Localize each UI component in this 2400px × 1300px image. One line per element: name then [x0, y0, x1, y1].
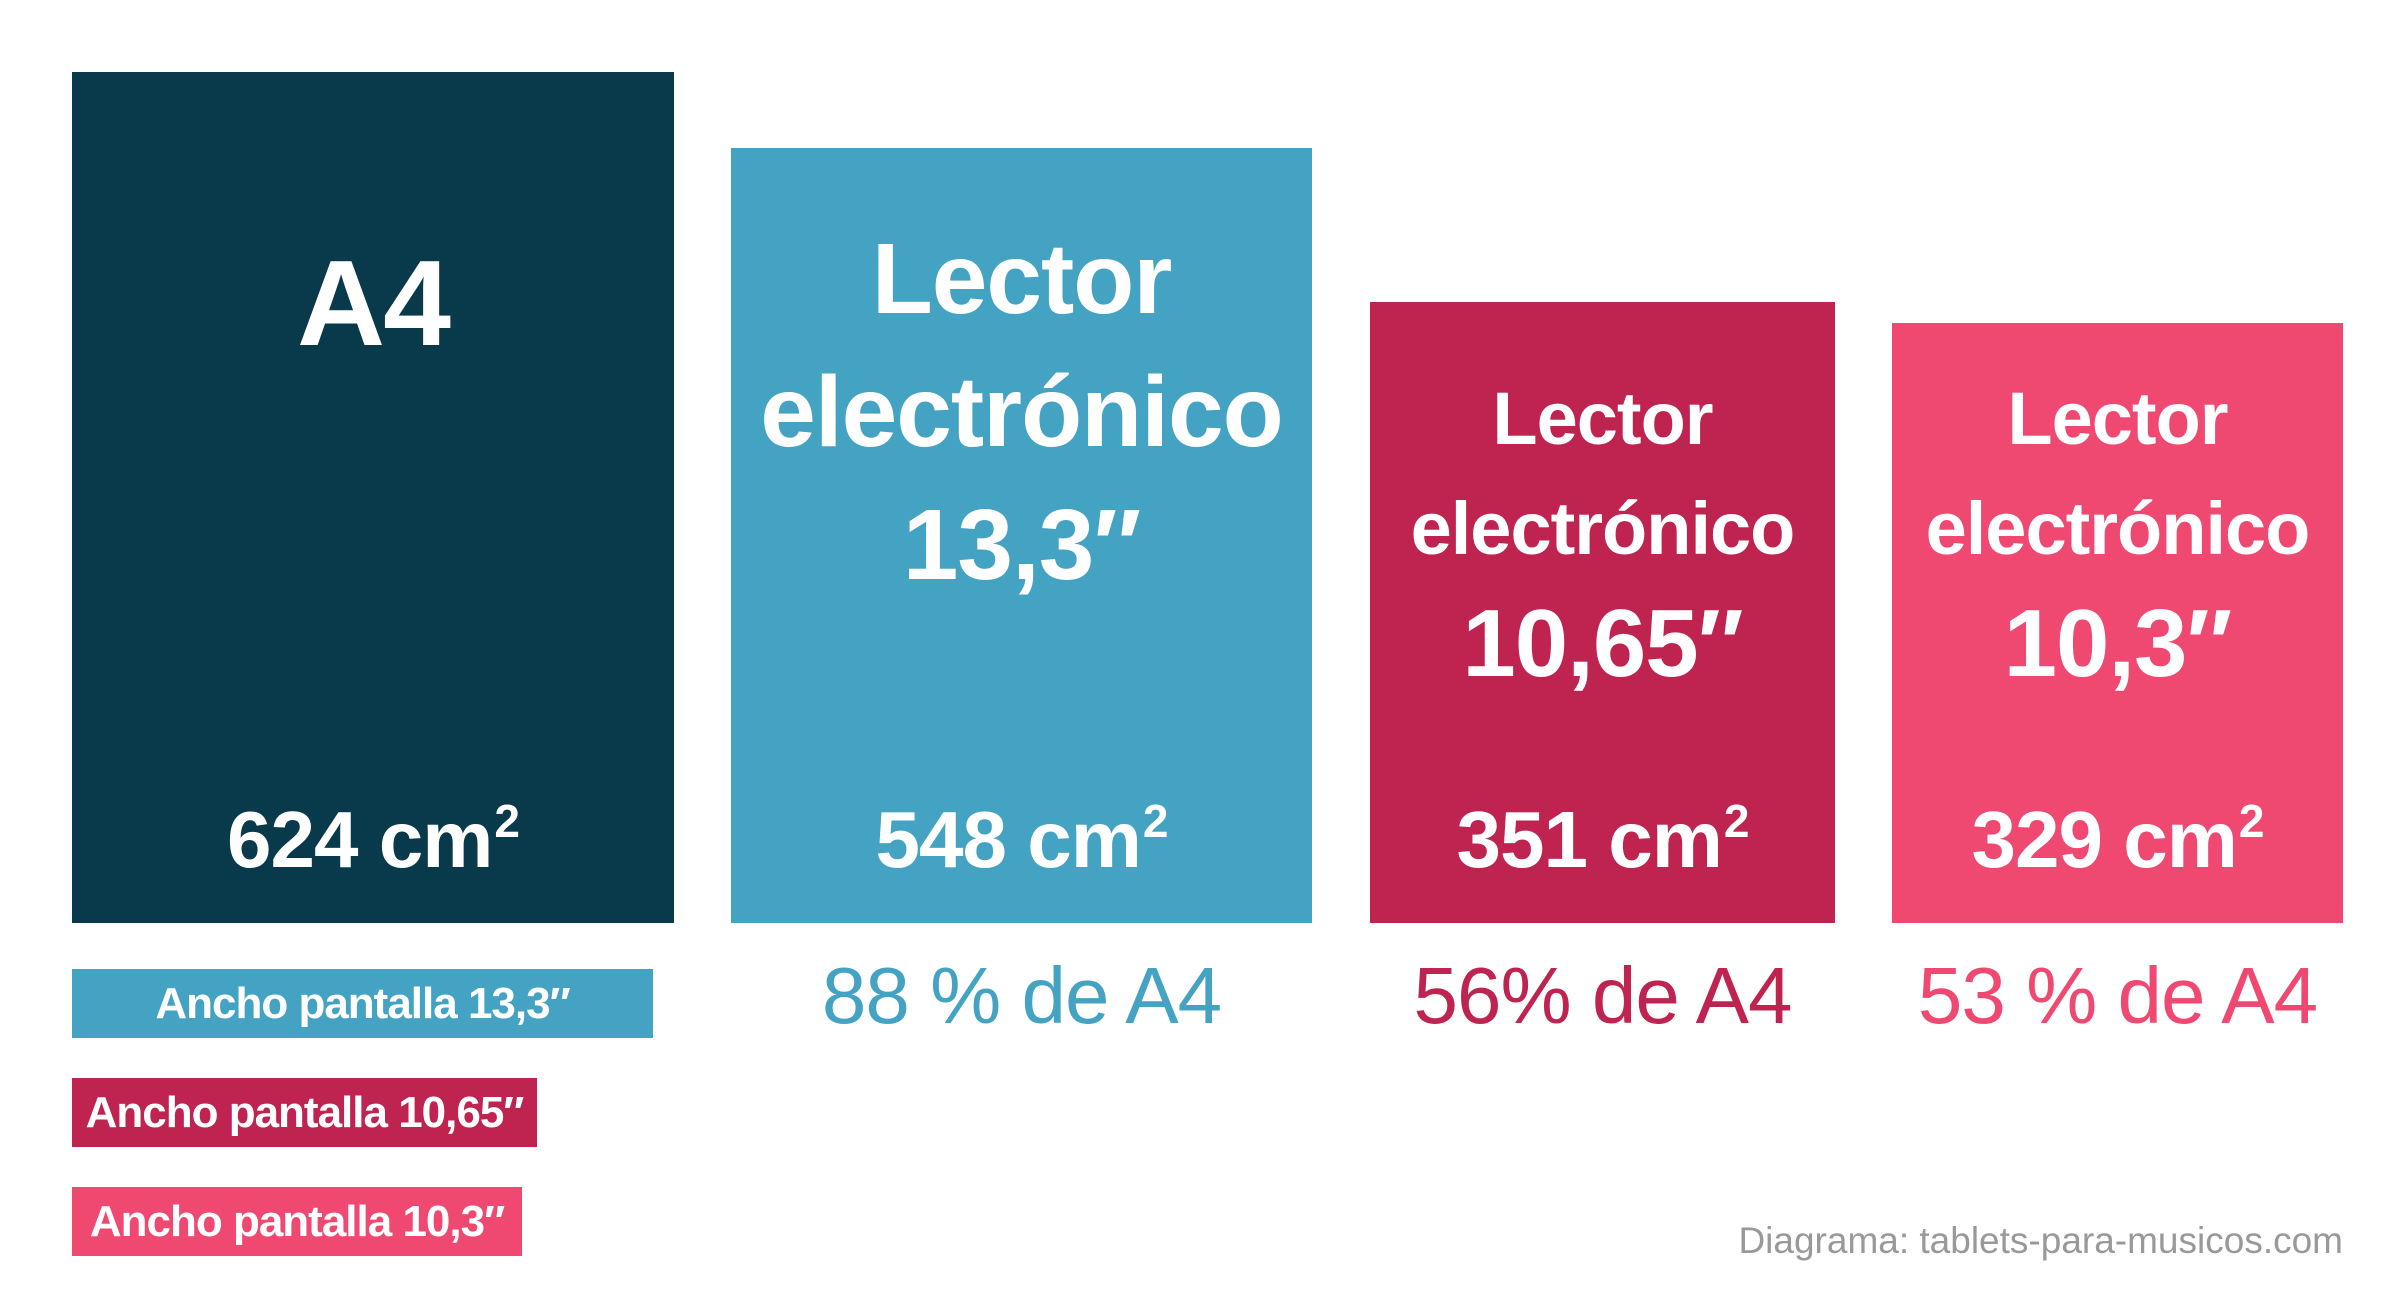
reader-13-3-title: Lector electrónico 13,3″	[760, 223, 1284, 601]
diagram-credit: Diagrama: tablets-para-musicos.com	[1738, 1220, 2343, 1261]
reader-10-65-percent: 56% de A4	[1413, 951, 1793, 1040]
reader-10-65-title: Lector electrónico 10,65″	[1410, 377, 1796, 697]
a4-area: 624 cm2	[227, 795, 520, 884]
reader-10-65-area: 351 cm2	[1456, 795, 1750, 884]
reader-10-65-box: Lector electrónico 10,65″ 351 cm2	[1370, 302, 1835, 923]
reader-10-3-box: Lector electrónico 10,3″ 329 cm2	[1892, 323, 2343, 923]
reader-10-3-percent: 53 % de A4	[1917, 951, 2318, 1040]
reader-13-3-percent: 88 % de A4	[821, 951, 1222, 1040]
reader-10-3-area: 329 cm2	[1971, 795, 2265, 884]
a4-title: A4	[297, 235, 451, 371]
reader-13-3-area: 548 cm2	[875, 795, 1169, 884]
width-bar-10-65: Ancho pantalla 10,65″	[72, 1078, 537, 1147]
reader-10-3-title: Lector electrónico 10,3″	[1925, 377, 2311, 697]
a4-box: A4 624 cm2	[72, 72, 674, 923]
width-bar-10-3: Ancho pantalla 10,3″	[72, 1187, 522, 1256]
reader-13-3-box: Lector electrónico 13,3″ 548 cm2	[731, 148, 1312, 923]
width-bar-13-3: Ancho pantalla 13,3″	[72, 969, 653, 1038]
